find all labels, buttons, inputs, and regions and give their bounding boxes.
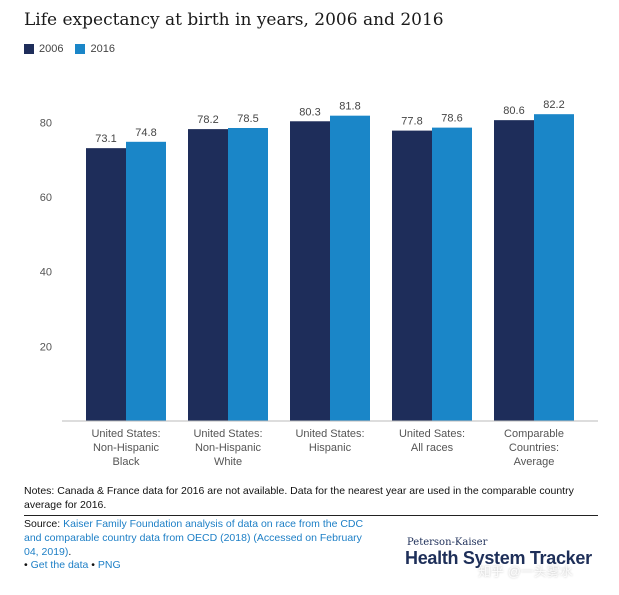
x-tick-label: United States: Hispanic xyxy=(295,428,364,454)
legend-label-2006: 2006 xyxy=(39,43,64,55)
x-tick-label-line: United States: xyxy=(193,428,262,440)
bar-2006 xyxy=(392,130,432,421)
bar-chart: 20 40 60 80 73.1 78.2 80.3 77.8 80.6 74.8 78.5 81.8… xyxy=(40,99,598,468)
y-tick-label: 80 xyxy=(40,117,52,129)
x-tick-label-line: Comparable xyxy=(504,428,564,440)
bar-value-label: 78.6 xyxy=(441,113,462,125)
brand-health-system-tracker: Health System Tracker xyxy=(405,548,592,568)
bar-2016 xyxy=(432,127,472,421)
bar-value-label: 81.8 xyxy=(339,101,360,113)
legend-item-2016: 2016 xyxy=(75,43,115,55)
x-tick-label-line: Countries: xyxy=(509,442,559,454)
bar-2016 xyxy=(228,127,268,421)
bar-value-label: 80.6 xyxy=(503,105,524,117)
bar-2006 xyxy=(494,120,534,421)
y-tick-label: 40 xyxy=(40,267,52,279)
legend: 2006 2016 xyxy=(24,43,127,55)
source-text: Source: Kaiser Family Foundation analysi… xyxy=(24,517,364,559)
source-suffix: . xyxy=(68,546,72,558)
divider xyxy=(24,515,598,516)
watermark: 知乎 @一头雾水 xyxy=(478,564,573,579)
x-tick-label-line: United Sates: xyxy=(399,428,465,440)
x-tick-label-line: White xyxy=(214,456,242,468)
x-tick-label-line: Non-Hispanic xyxy=(195,442,262,454)
x-tick-label: United States: Non-Hispanic Black xyxy=(91,428,160,468)
get-data-link[interactable]: Get the data xyxy=(30,559,89,571)
x-tick-label-line: Average xyxy=(514,456,555,468)
bar-value-label: 78.5 xyxy=(237,113,258,125)
download-links: • Get the data • PNG xyxy=(24,559,121,571)
chart-notes: Notes: Canada & France data for 2016 are… xyxy=(24,485,574,511)
legend-label-2016: 2016 xyxy=(90,43,115,55)
y-tick-label: 60 xyxy=(40,192,52,204)
png-link[interactable]: PNG xyxy=(97,559,121,571)
x-tick-label: United Sates: All races xyxy=(399,428,465,454)
bar-value-label: 82.2 xyxy=(543,99,564,111)
x-tick-label-line: Non-Hispanic xyxy=(93,442,160,454)
bar-value-label: 78.2 xyxy=(197,114,218,126)
x-tick-label: United States: Non-Hispanic White xyxy=(193,428,262,468)
bar-2016 xyxy=(126,141,166,421)
bullet: • xyxy=(88,559,98,571)
bar-2006 xyxy=(290,121,330,422)
bar-2006 xyxy=(188,129,228,421)
bar-2016 xyxy=(330,115,370,421)
legend-swatch-2006 xyxy=(24,44,34,54)
chart-title: Life expectancy at birth in years, 2006 … xyxy=(24,10,444,30)
legend-swatch-2016 xyxy=(75,44,86,54)
bar-value-label: 80.3 xyxy=(299,106,320,118)
y-tick-label: 20 xyxy=(40,341,52,353)
x-tick-label-line: Black xyxy=(113,456,140,468)
x-tick-label-line: All races xyxy=(411,442,454,454)
bar-2016 xyxy=(534,114,574,422)
source-prefix: Source: xyxy=(24,518,64,530)
brand-peterson-kaiser: Peterson-Kaiser xyxy=(407,537,488,548)
bar-value-label: 74.8 xyxy=(135,127,156,139)
x-tick-label: Comparable Countries: Average xyxy=(504,428,564,468)
bar-2006 xyxy=(86,148,126,421)
bar-value-label: 77.8 xyxy=(401,116,422,128)
x-tick-label-line: Hispanic xyxy=(309,442,352,454)
legend-item-2006: 2006 xyxy=(24,43,63,55)
source-link[interactable]: Kaiser Family Foundation analysis of dat… xyxy=(24,518,364,558)
x-tick-label-line: United States: xyxy=(91,428,160,440)
x-tick-label-line: United States: xyxy=(295,428,364,440)
bar-value-label: 73.1 xyxy=(95,133,116,145)
bullet: • xyxy=(24,559,31,571)
